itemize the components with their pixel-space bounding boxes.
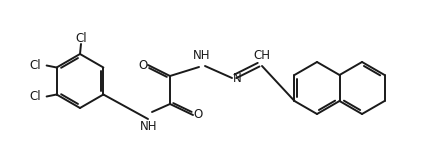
Text: O: O	[138, 58, 148, 71]
Text: N: N	[233, 71, 242, 85]
Text: Cl: Cl	[30, 59, 41, 72]
Text: O: O	[194, 109, 203, 122]
Text: NH: NH	[193, 49, 211, 62]
Text: CH: CH	[253, 49, 270, 62]
Text: Cl: Cl	[75, 32, 87, 44]
Text: NH: NH	[140, 120, 158, 133]
Text: Cl: Cl	[30, 90, 41, 103]
